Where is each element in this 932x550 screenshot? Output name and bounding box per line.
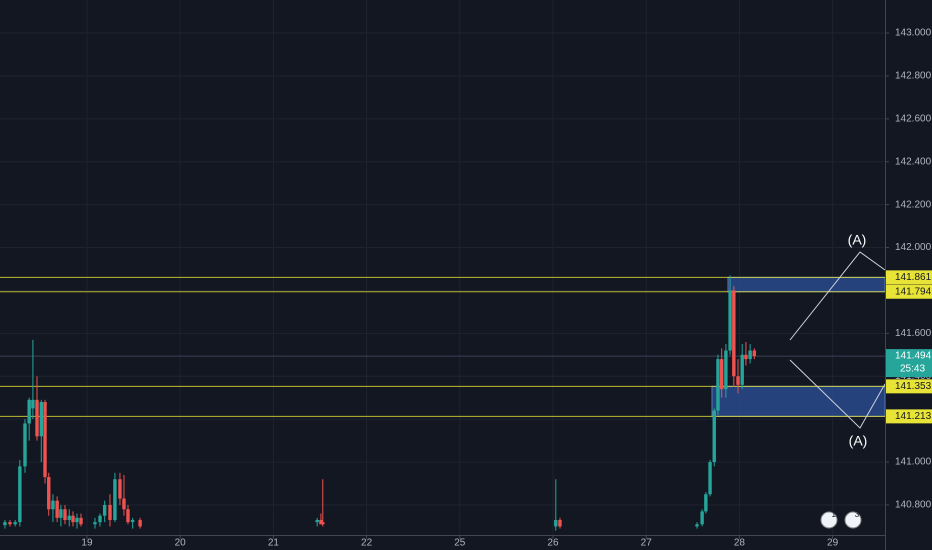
y-tick-label: 141.600 <box>895 328 932 339</box>
candle-body <box>18 466 22 523</box>
y-tick-label: 141.000 <box>895 457 932 468</box>
level-label: 141.861 <box>895 272 932 283</box>
level-label-bg <box>886 379 932 394</box>
candle-body <box>55 500 59 518</box>
candle-body <box>8 522 12 525</box>
candle-body <box>138 519 142 527</box>
candle-body <box>98 515 102 523</box>
candle-body <box>75 517 79 523</box>
y-tick-label: 140.800 <box>895 500 932 511</box>
candle-body <box>740 354 744 385</box>
candle-body <box>744 354 748 360</box>
candle-body <box>43 402 47 478</box>
x-tick-label: 21 <box>268 538 280 549</box>
candle-body <box>130 519 135 523</box>
candle-body <box>113 479 117 520</box>
candle-body <box>712 410 716 463</box>
y-tick-label: 142.600 <box>895 113 932 124</box>
candle-body <box>35 399 39 437</box>
countdown: 25:43 <box>900 364 925 375</box>
candle-body <box>748 350 752 360</box>
badge-icon[interactable] <box>820 511 838 529</box>
level-label: 141.353 <box>895 381 932 392</box>
candle-body <box>554 519 558 527</box>
annotation: (A) <box>849 433 868 449</box>
level-label-bg <box>886 409 932 424</box>
candle-body <box>700 511 704 525</box>
badge-text: 5 <box>880 510 885 519</box>
candle-body <box>126 509 130 523</box>
candle-body <box>31 399 35 409</box>
badge-icon[interactable] <box>844 511 862 529</box>
x-tick-label: 20 <box>175 538 187 549</box>
candle-body <box>704 494 708 512</box>
candle-body <box>67 515 71 520</box>
candle-body <box>732 290 736 377</box>
candle-body <box>27 399 31 424</box>
candle-body <box>321 522 325 525</box>
level-label-bg <box>886 284 932 299</box>
candle-body <box>13 522 17 525</box>
candle-body <box>59 509 63 518</box>
candle-body <box>23 423 27 467</box>
candle-body <box>93 522 97 525</box>
candle-body <box>315 519 319 523</box>
badge-text: 3 <box>855 510 860 519</box>
y-tick-label: 142.000 <box>895 242 932 253</box>
wave-line <box>789 251 886 341</box>
annotation: (A) <box>848 232 867 248</box>
candle-body <box>39 402 43 437</box>
wave-line <box>789 359 886 429</box>
candle-body <box>716 359 720 411</box>
level-label: 141.794 <box>895 286 932 297</box>
candle-body <box>51 500 55 510</box>
last-price-bg <box>886 349 932 378</box>
candle-body <box>708 462 712 495</box>
candle-body <box>695 524 699 527</box>
candle-body <box>724 350 728 390</box>
level-label-bg <box>886 270 932 285</box>
candle-body <box>728 290 732 351</box>
candle-body <box>736 376 740 385</box>
y-tick-label: 142.800 <box>895 71 932 82</box>
x-tick-label: 25 <box>454 538 466 549</box>
zone <box>727 276 886 293</box>
y-tick-label: 142.200 <box>895 199 932 210</box>
badge-text: 10 <box>832 510 841 519</box>
x-tick-label: 29 <box>827 538 839 549</box>
candle-body <box>720 359 724 390</box>
candle-body <box>71 515 75 523</box>
x-tick-label: 26 <box>547 538 559 549</box>
candle-body <box>63 509 67 520</box>
x-tick-label: 28 <box>734 538 746 549</box>
candle-body <box>122 498 126 510</box>
candle-body <box>3 522 7 526</box>
badge-text: 2 <box>868 510 873 519</box>
candle-body <box>102 504 107 516</box>
candle-body <box>558 519 562 527</box>
x-axis-bg <box>0 535 885 550</box>
x-tick-label: 19 <box>81 538 93 549</box>
candle-body <box>319 519 323 525</box>
candle-body <box>79 517 83 525</box>
candle-body <box>108 504 112 520</box>
y-tick-label: 142.400 <box>895 156 932 167</box>
candle-body <box>47 477 51 510</box>
y-tick-label: 143.000 <box>895 28 932 39</box>
x-tick-label: 27 <box>641 538 653 549</box>
last-price-label: 141.494 <box>895 351 932 362</box>
candle-body <box>118 479 122 499</box>
level-label: 141.213 <box>895 411 932 422</box>
candle-body <box>752 350 757 357</box>
x-tick-label: 22 <box>361 538 373 549</box>
